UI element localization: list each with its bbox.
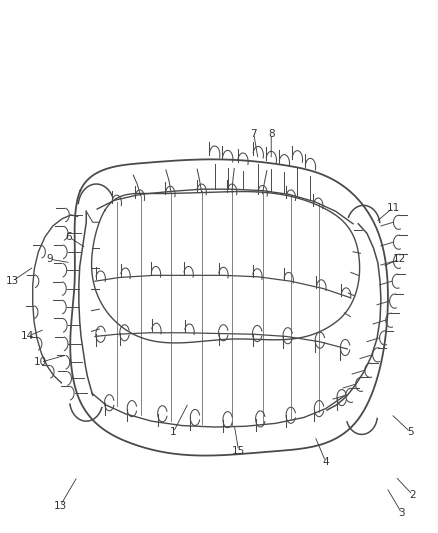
Text: 14: 14 — [21, 332, 34, 342]
Text: 9: 9 — [46, 254, 53, 264]
Text: 10: 10 — [34, 357, 47, 367]
Text: 2: 2 — [410, 490, 416, 500]
Text: 13: 13 — [6, 276, 19, 286]
Text: 7: 7 — [251, 129, 257, 139]
Text: 5: 5 — [407, 427, 414, 437]
Text: 11: 11 — [386, 203, 400, 213]
Text: 15: 15 — [232, 446, 245, 456]
Text: 13: 13 — [53, 501, 67, 511]
Text: 1: 1 — [170, 427, 177, 437]
Text: 3: 3 — [399, 508, 405, 518]
Text: 12: 12 — [393, 254, 406, 264]
Text: 8: 8 — [268, 129, 275, 139]
Text: 4: 4 — [322, 457, 329, 467]
Text: 6: 6 — [66, 232, 72, 242]
